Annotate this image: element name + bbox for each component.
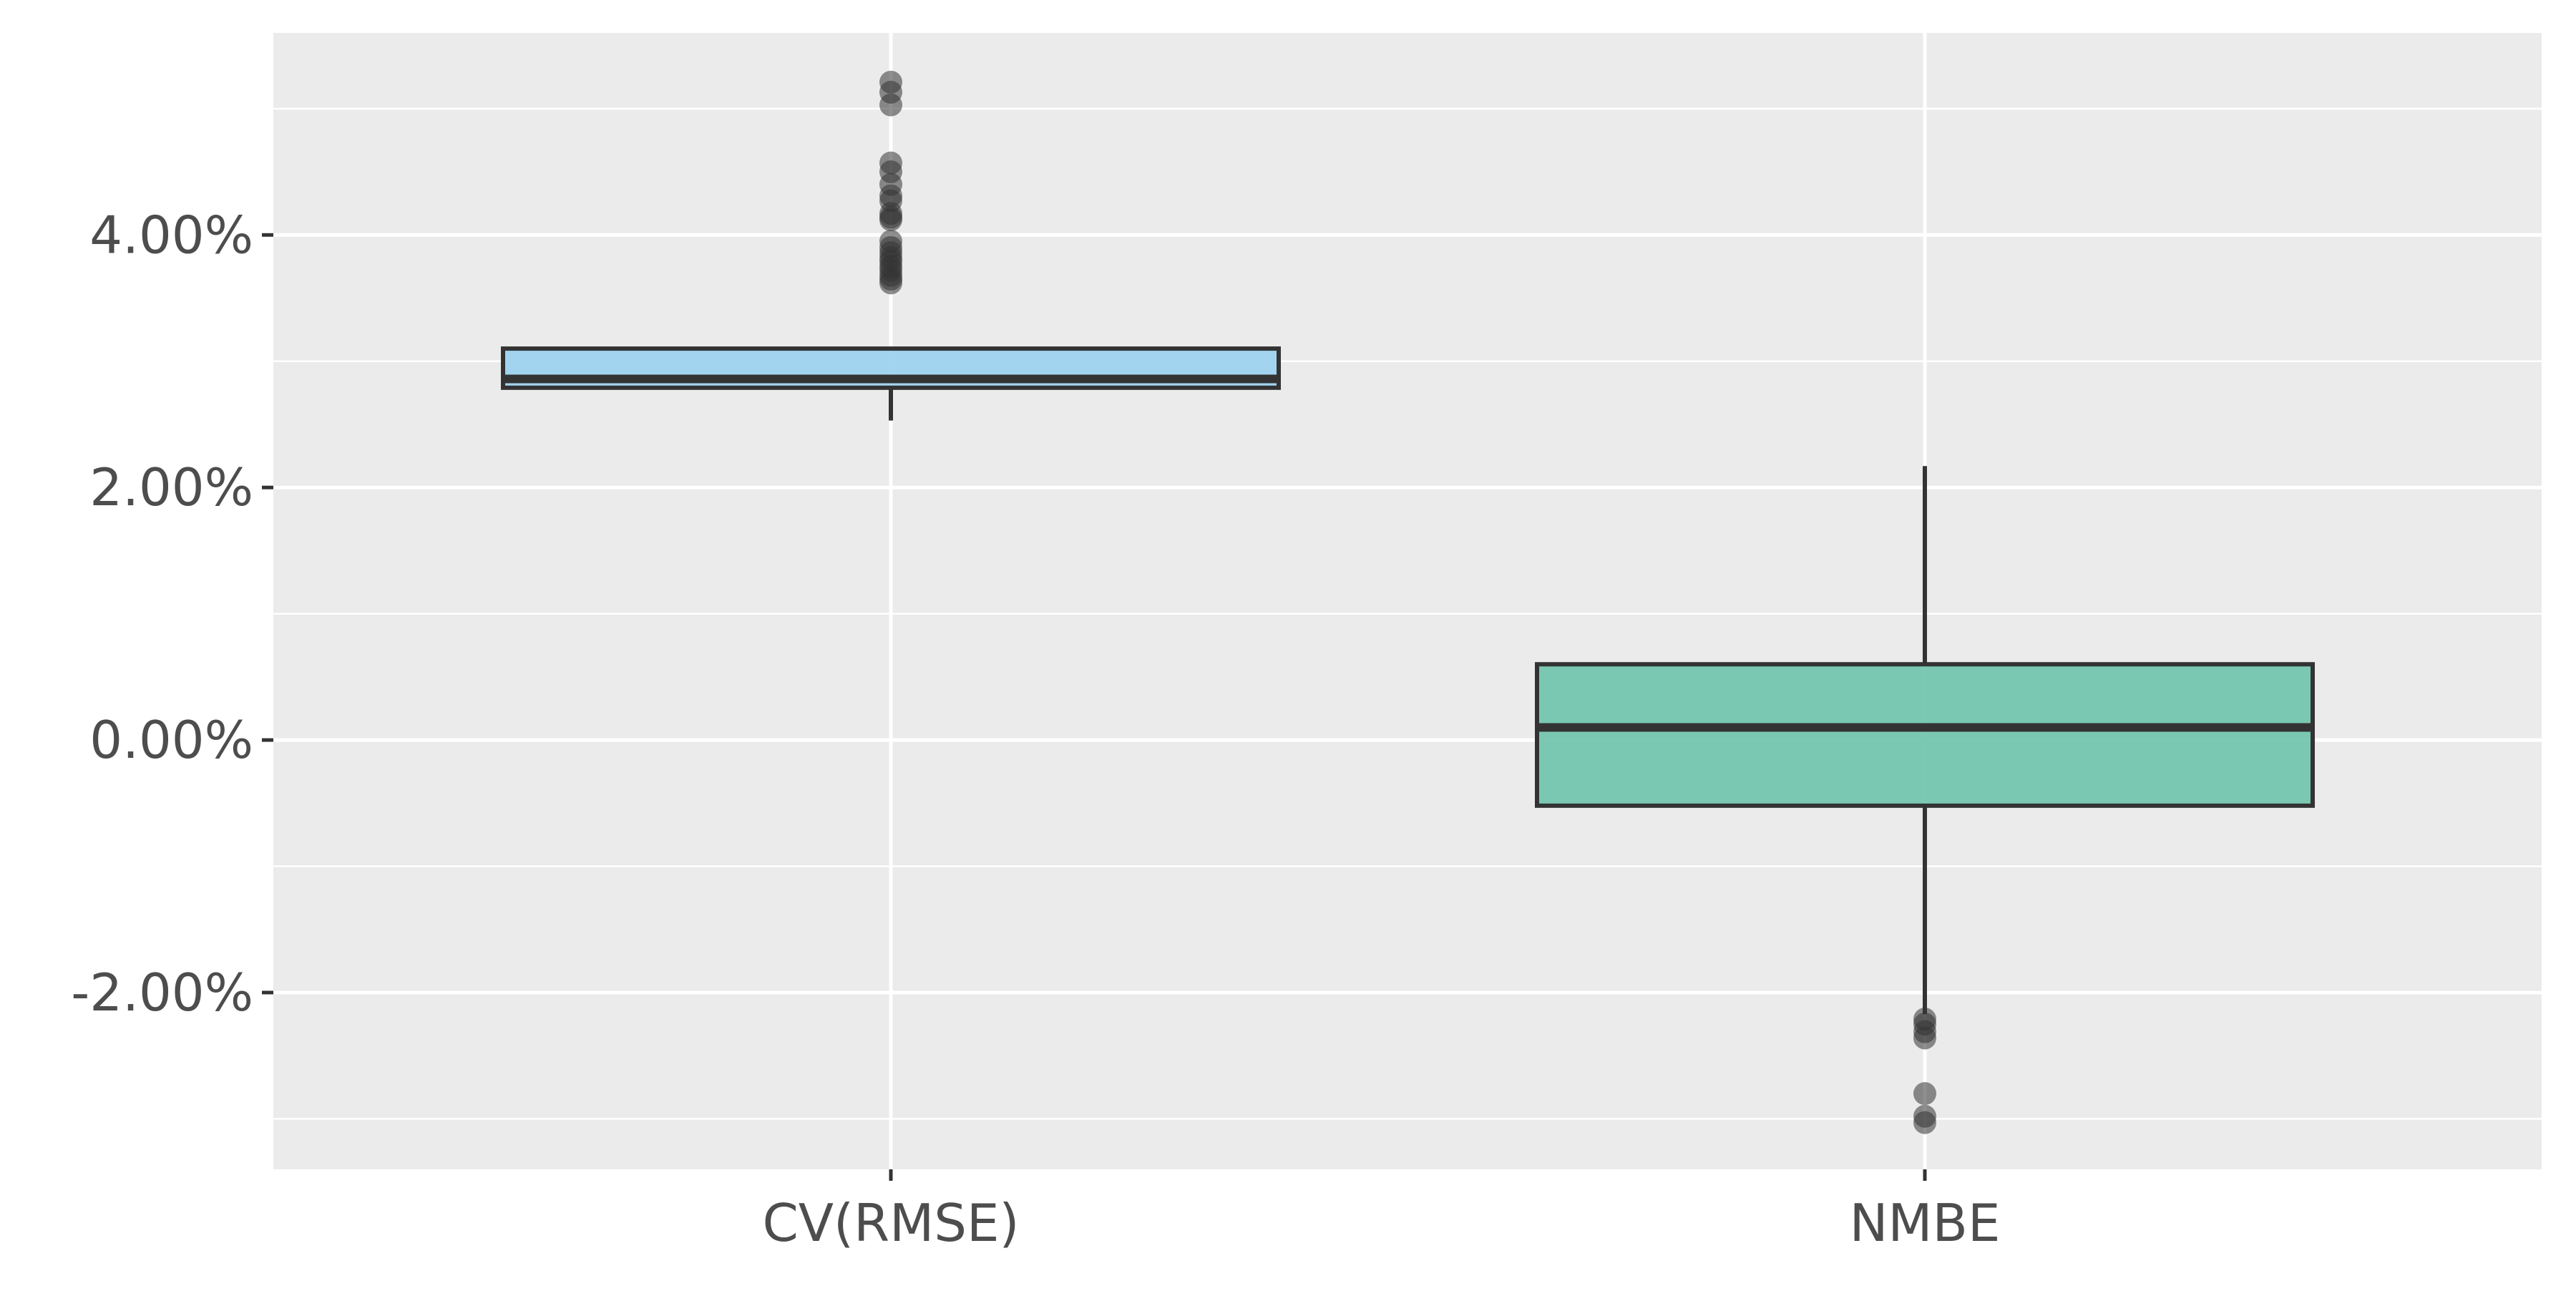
outlier-point xyxy=(879,208,902,232)
axes: -2.00% 0.00% 2.00% 4.00% CV(RMSE) NMBE xyxy=(71,205,2000,1253)
box-body xyxy=(1535,662,2315,808)
box-nmbe xyxy=(1535,466,2315,1134)
y-tick-label: 0.00% xyxy=(89,710,253,770)
x-tick-label: CV(RMSE) xyxy=(762,1193,1019,1253)
outlier-point xyxy=(1913,1111,1936,1134)
outlier-point xyxy=(879,271,902,295)
y-tick-label: 2.00% xyxy=(89,457,253,517)
y-tick-label: 4.00% xyxy=(89,205,253,265)
plot-panel-background xyxy=(273,33,2542,1169)
outlier-point xyxy=(879,93,902,117)
x-tick-label: NMBE xyxy=(1850,1193,2001,1253)
grid-lines xyxy=(273,33,2542,1169)
outlier-point xyxy=(1913,1026,1936,1050)
boxes xyxy=(501,70,2315,1134)
y-tick-label: -2.00% xyxy=(71,963,253,1023)
box-cv-rmse- xyxy=(501,70,1281,421)
outlier-point xyxy=(1913,1082,1936,1106)
